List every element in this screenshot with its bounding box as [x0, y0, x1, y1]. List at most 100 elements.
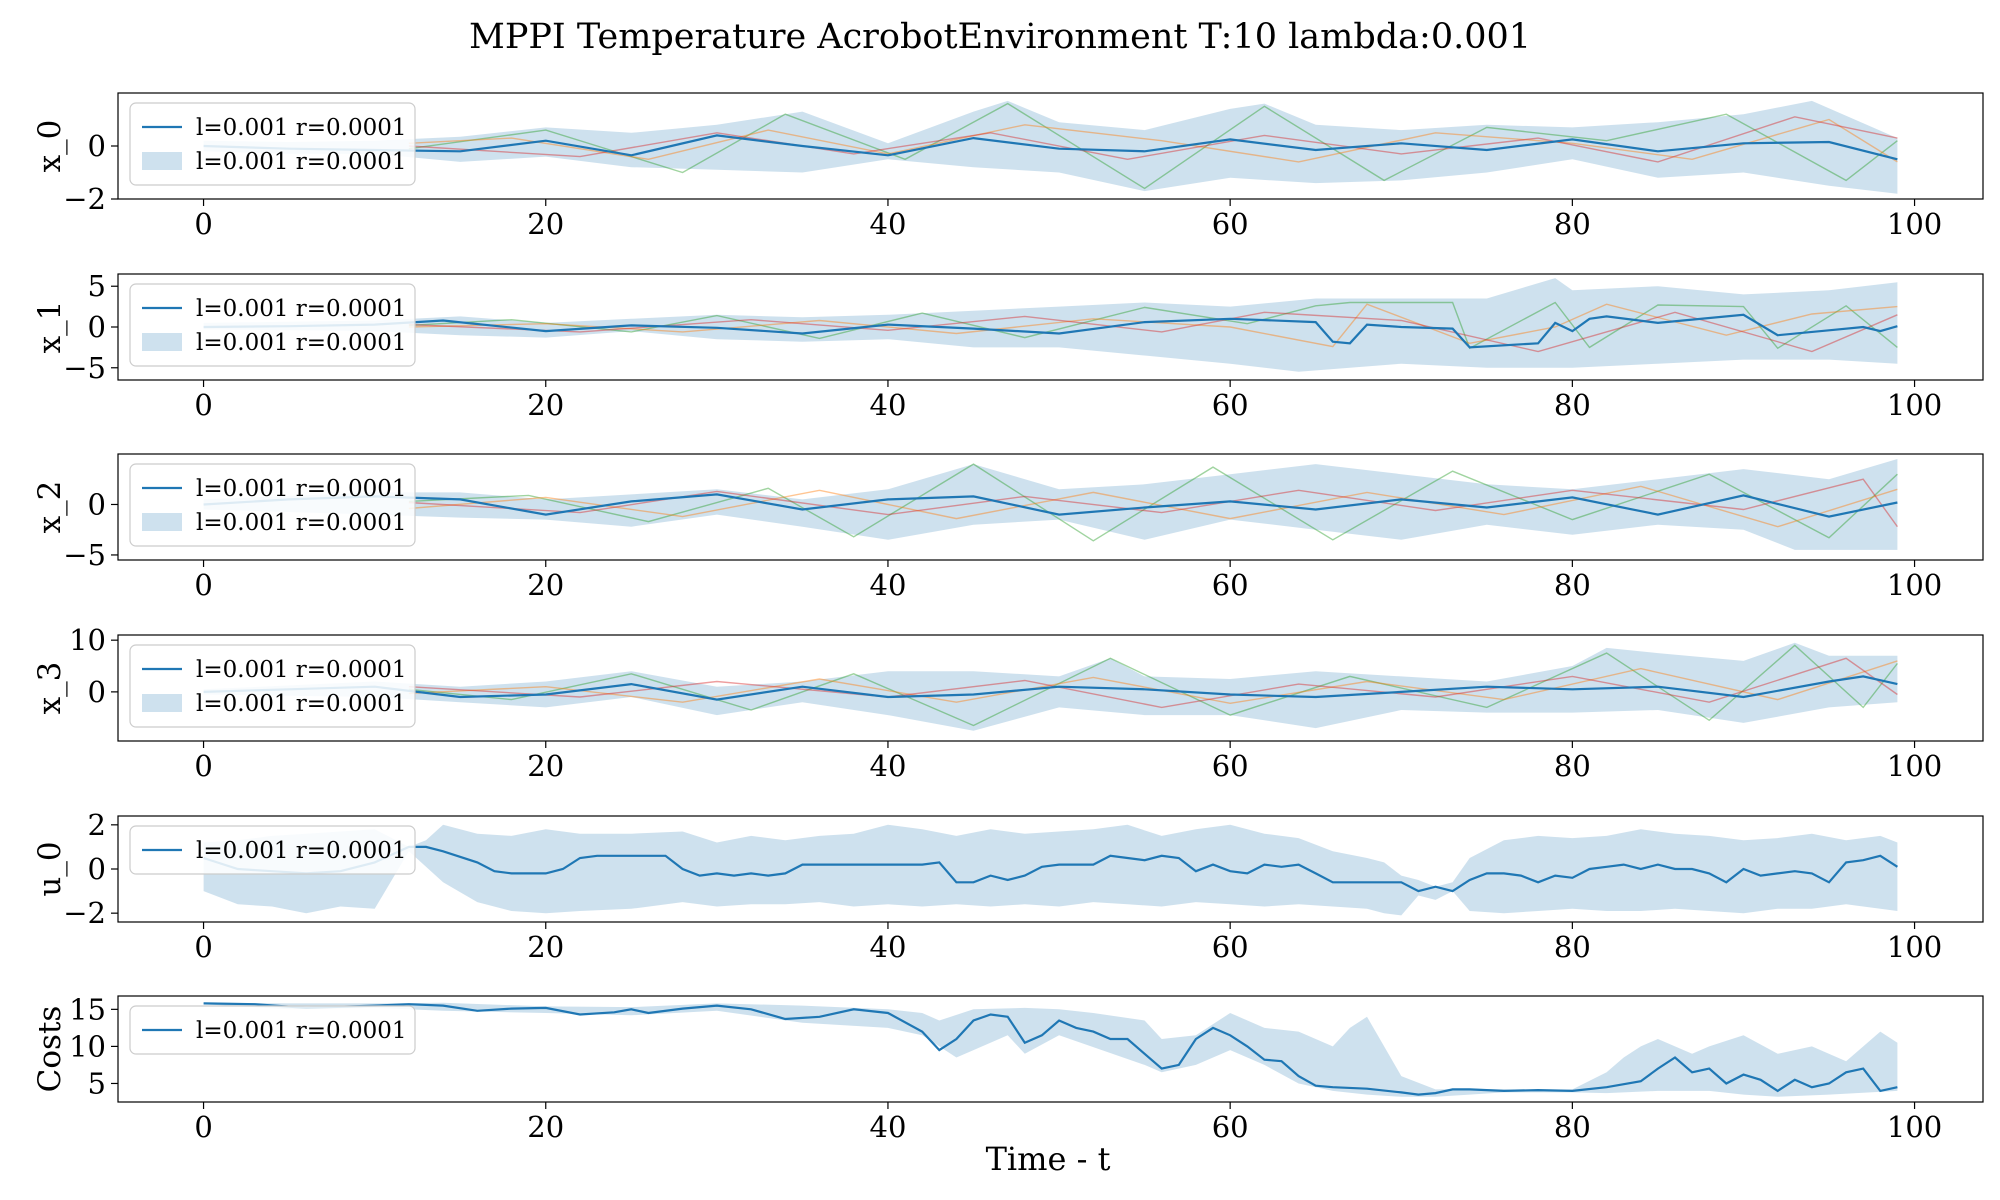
mean-line: [203, 134, 1898, 161]
y-tick-label: −5: [63, 538, 106, 572]
subplot-x_2: 0 20 40 60 80 100 −5 0 x_2 l=0.001 r=0.0001 l=0.00…: [32, 453, 1984, 602]
mean-line: [203, 313, 1898, 349]
plot-area: [203, 459, 1898, 550]
x-tick-label: 100: [1887, 207, 1942, 241]
y-axis-label: x_1: [32, 301, 68, 354]
x-tick-label: 80: [1554, 568, 1591, 602]
x-tick-label: 20: [527, 749, 564, 783]
y-tick-label: −2: [63, 896, 106, 930]
x-tick-label: 60: [1212, 749, 1249, 783]
x-tick-label: 0: [194, 568, 212, 602]
legend-label: l=0.001 r=0.0001: [196, 510, 407, 536]
legend-band-swatch: [142, 333, 182, 351]
x-tick-label: 60: [1212, 1110, 1249, 1144]
subplot-x_1: 0 20 40 60 80 100 −5 0 5 x_1 l=0.001 r=0.0001 l=0.0…: [32, 269, 1984, 422]
x-tick-label: 0: [194, 749, 212, 783]
y-tick-label: 10: [69, 1029, 106, 1063]
band-fill: [203, 1002, 1898, 1097]
x-tick-label: 40: [870, 930, 907, 964]
x-tick-label: 60: [1212, 568, 1249, 602]
x-tick-label: 20: [527, 930, 564, 964]
legend-box: [129, 102, 416, 186]
legend-label: l=0.001 r=0.0001: [196, 691, 407, 717]
sample-line: [408, 644, 1898, 727]
x-tick-label: 80: [1554, 388, 1591, 422]
legend-band-swatch: [142, 694, 182, 712]
x-tick-label: 40: [870, 1110, 907, 1144]
sample-line: [408, 102, 1898, 190]
legend-label: l=0.001 r=0.0001: [196, 657, 407, 683]
x-tick-label: 80: [1554, 1110, 1591, 1144]
subplot-x_3: 0 20 40 60 80 100 0 10x_3 l=0.001 r=0.0001 l=0.00…: [32, 623, 1984, 783]
legend-box: [129, 825, 416, 875]
y-tick-label: 15: [69, 992, 106, 1026]
plot-area: [203, 100, 1898, 194]
legend-label: l=0.001 r=0.0001: [196, 296, 407, 322]
legend-box: [129, 644, 416, 728]
legend-label: l=0.001 r=0.0001: [196, 149, 407, 175]
axes-frame: [117, 453, 1984, 561]
legend-label: l=0.001 r=0.0001: [196, 330, 407, 356]
legend-label: l=0.001 r=0.0001: [196, 1018, 407, 1044]
y-tick-label: 0: [88, 129, 106, 163]
plot-area: [203, 1002, 1898, 1097]
mean-line: [203, 1002, 1898, 1096]
legend-label: l=0.001 r=0.0001: [196, 838, 407, 864]
y-axis-label: x_2: [32, 481, 68, 534]
subplot-u_0: 0 20 40 60 80 100 −2 0 2 u_0 l=0.001 r=0.0001: [32, 808, 1984, 964]
x-tick-label: 80: [1554, 749, 1591, 783]
y-tick-label: 2: [88, 808, 106, 842]
y-tick-label: −2: [63, 182, 106, 216]
x-tick-label: 100: [1887, 388, 1942, 422]
figure-title: MPPI Temperature AcrobotEnvironment T:10…: [469, 17, 1531, 57]
y-tick-label: 0: [88, 675, 106, 709]
sample-line: [408, 118, 1898, 163]
subplot-x_0: 0 20 40 60 80 100 −2 0 x_0 l=0.001 r=0.0001 l=0.00…: [32, 92, 1984, 241]
x-tick-label: 0: [194, 930, 212, 964]
x-tick-label: 40: [870, 749, 907, 783]
legend-label: l=0.001 r=0.0001: [196, 476, 407, 502]
x-tick-label: 100: [1887, 930, 1942, 964]
subplots: 0 20 40 60 80 100−20x_0 l=0.001 r=0.0001l=0.00…: [32, 92, 1984, 1144]
y-axis-label: Costs: [32, 1006, 68, 1093]
y-tick-label: −5: [63, 351, 106, 385]
y-tick-label: 0: [88, 310, 106, 344]
y-axis-label: u_0: [32, 841, 68, 896]
band-fill: [203, 824, 1898, 916]
x-tick-label: 60: [1212, 930, 1249, 964]
x-tick-label: 0: [194, 1110, 212, 1144]
y-tick-label: 5: [88, 269, 106, 303]
x-tick-label: 60: [1212, 388, 1249, 422]
sample-line: [408, 116, 1898, 163]
y-axis-label: x_3: [32, 662, 68, 715]
x-tick-label: 20: [527, 568, 564, 602]
x-tick-label: 60: [1212, 207, 1249, 241]
axes-frame: [117, 634, 1984, 742]
mean-line: [203, 845, 1898, 893]
x-tick-label: 40: [870, 388, 907, 422]
legend-box: [129, 283, 416, 367]
mean-line: [203, 493, 1898, 518]
legend-label: l=0.001 r=0.0001: [196, 115, 407, 141]
sample-line: [408, 463, 1898, 542]
y-tick-label: 10: [69, 623, 106, 657]
x-tick-label: 20: [527, 1110, 564, 1144]
sample-line: [408, 301, 1898, 350]
y-axis-label: x_0: [32, 120, 68, 173]
x-tick-label: 80: [1554, 207, 1591, 241]
plot-area: [203, 642, 1898, 731]
y-tick-label: 5: [88, 1066, 106, 1100]
x-tick-label: 20: [527, 207, 564, 241]
mean-line: [203, 675, 1898, 701]
legend-band-swatch: [142, 152, 182, 170]
band-fill: [203, 459, 1898, 550]
x-tick-label: 100: [1887, 1110, 1942, 1144]
y-tick-label: 0: [88, 487, 106, 521]
y-tick-label: 0: [88, 852, 106, 886]
x-tick-label: 80: [1554, 930, 1591, 964]
plot-area: [203, 824, 1898, 916]
legend-box: [129, 1005, 416, 1055]
x-tick-label: 0: [194, 388, 212, 422]
